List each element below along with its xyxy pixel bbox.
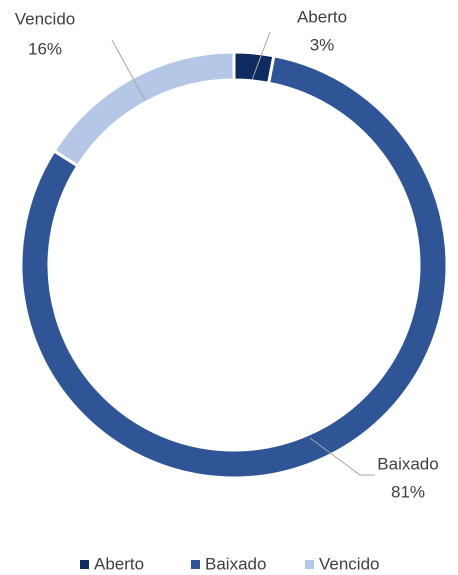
donut-slice	[232, 50, 276, 86]
legend-swatch	[305, 560, 314, 569]
data-label-value: 16%	[28, 39, 62, 58]
leader-line	[251, 31, 271, 81]
legend-label: Baixado	[205, 554, 266, 573]
data-label-value: 3%	[310, 35, 335, 54]
leader-line	[309, 437, 375, 476]
data-label-name: Vencido	[15, 9, 76, 28]
legend-label: Aberto	[94, 554, 144, 573]
legend-swatch	[191, 560, 200, 569]
data-label-name: Baixado	[377, 454, 438, 473]
leader-line	[111, 39, 146, 101]
legend-swatch	[80, 560, 89, 569]
data-label-name: Aberto	[297, 7, 347, 26]
data-label-value: 81%	[391, 482, 425, 501]
donut-slice	[19, 54, 449, 480]
legend-label: Vencido	[319, 554, 380, 573]
donut-slice	[52, 50, 236, 168]
